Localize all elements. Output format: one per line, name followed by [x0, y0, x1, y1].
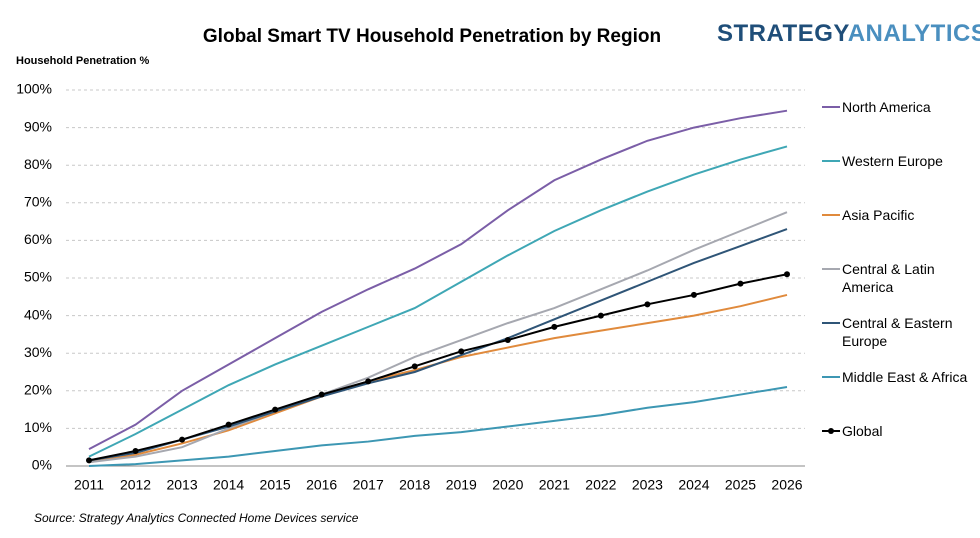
y-tick-label: 30% [24, 344, 52, 360]
y-tick-label: 70% [24, 194, 52, 210]
x-tick-label: 2014 [213, 477, 244, 493]
y-tick-label: 20% [24, 382, 52, 398]
x-tick-label: 2024 [678, 477, 709, 493]
legend-label: North America [842, 99, 931, 115]
point [225, 421, 232, 428]
legend-label: Central & Latin America [842, 261, 935, 295]
point [411, 363, 418, 370]
point [272, 406, 279, 413]
source: Source: Strategy Analytics Connected Hom… [34, 511, 359, 525]
x-tick-label: 2016 [306, 477, 337, 493]
x-tick-label: 2021 [539, 477, 570, 493]
y-tick-label: 100% [16, 81, 52, 97]
legend-marker [828, 428, 834, 434]
series-line [88, 273, 788, 462]
y-tick-label: 90% [24, 118, 52, 134]
series-line [88, 211, 788, 464]
y-tick-label: 40% [24, 306, 52, 322]
chart-title: Global Smart TV Household Penetration by… [203, 26, 661, 47]
logo-bold: STRATEGY [717, 20, 849, 47]
series-line [88, 145, 788, 458]
x-tick-label: 2017 [353, 477, 384, 493]
x-tick-label: 2025 [725, 477, 756, 493]
x-tick-label: 2023 [632, 477, 663, 493]
point [597, 312, 604, 319]
legend-label: Central & Eastern Europe [842, 315, 953, 349]
legend-label: Western Europe [842, 153, 943, 169]
point [551, 323, 558, 330]
y-tick-label: 50% [24, 269, 52, 285]
x-tick-label: 2013 [166, 477, 197, 493]
point [86, 457, 92, 464]
x-tick-label: 2020 [492, 477, 523, 493]
point [690, 291, 697, 298]
legend-label: Middle East & Africa [842, 369, 968, 385]
x-tick-label: 2022 [585, 477, 616, 493]
y-tick-label: 0% [32, 457, 52, 473]
point [504, 337, 511, 344]
point [318, 391, 325, 398]
y-tick-label: 10% [24, 419, 52, 435]
legend-label: Asia Pacific [842, 207, 915, 223]
point [365, 378, 372, 385]
x-tick-label: 2018 [399, 477, 430, 493]
logo: STRATEGYANALYTICS [717, 20, 980, 47]
series-line [88, 228, 788, 462]
point [132, 447, 139, 454]
x-tick-label: 2026 [771, 477, 802, 493]
point [644, 301, 651, 308]
point [784, 271, 790, 278]
x-tick-label: 2012 [120, 477, 151, 493]
logo-light: ANALYTICS [848, 20, 980, 47]
point [179, 436, 186, 443]
y-axis-label: Household Penetration % [16, 55, 149, 67]
point [458, 348, 465, 355]
x-tick-label: 2019 [446, 477, 477, 493]
y-tick-label: 60% [24, 231, 52, 247]
x-tick-label: 2015 [260, 477, 291, 493]
series-line [88, 386, 788, 467]
x-tick-label: 2011 [74, 477, 104, 493]
y-tick-label: 80% [24, 156, 52, 172]
series-line [88, 109, 788, 450]
point [737, 280, 744, 287]
legend-label: Global [842, 423, 883, 439]
